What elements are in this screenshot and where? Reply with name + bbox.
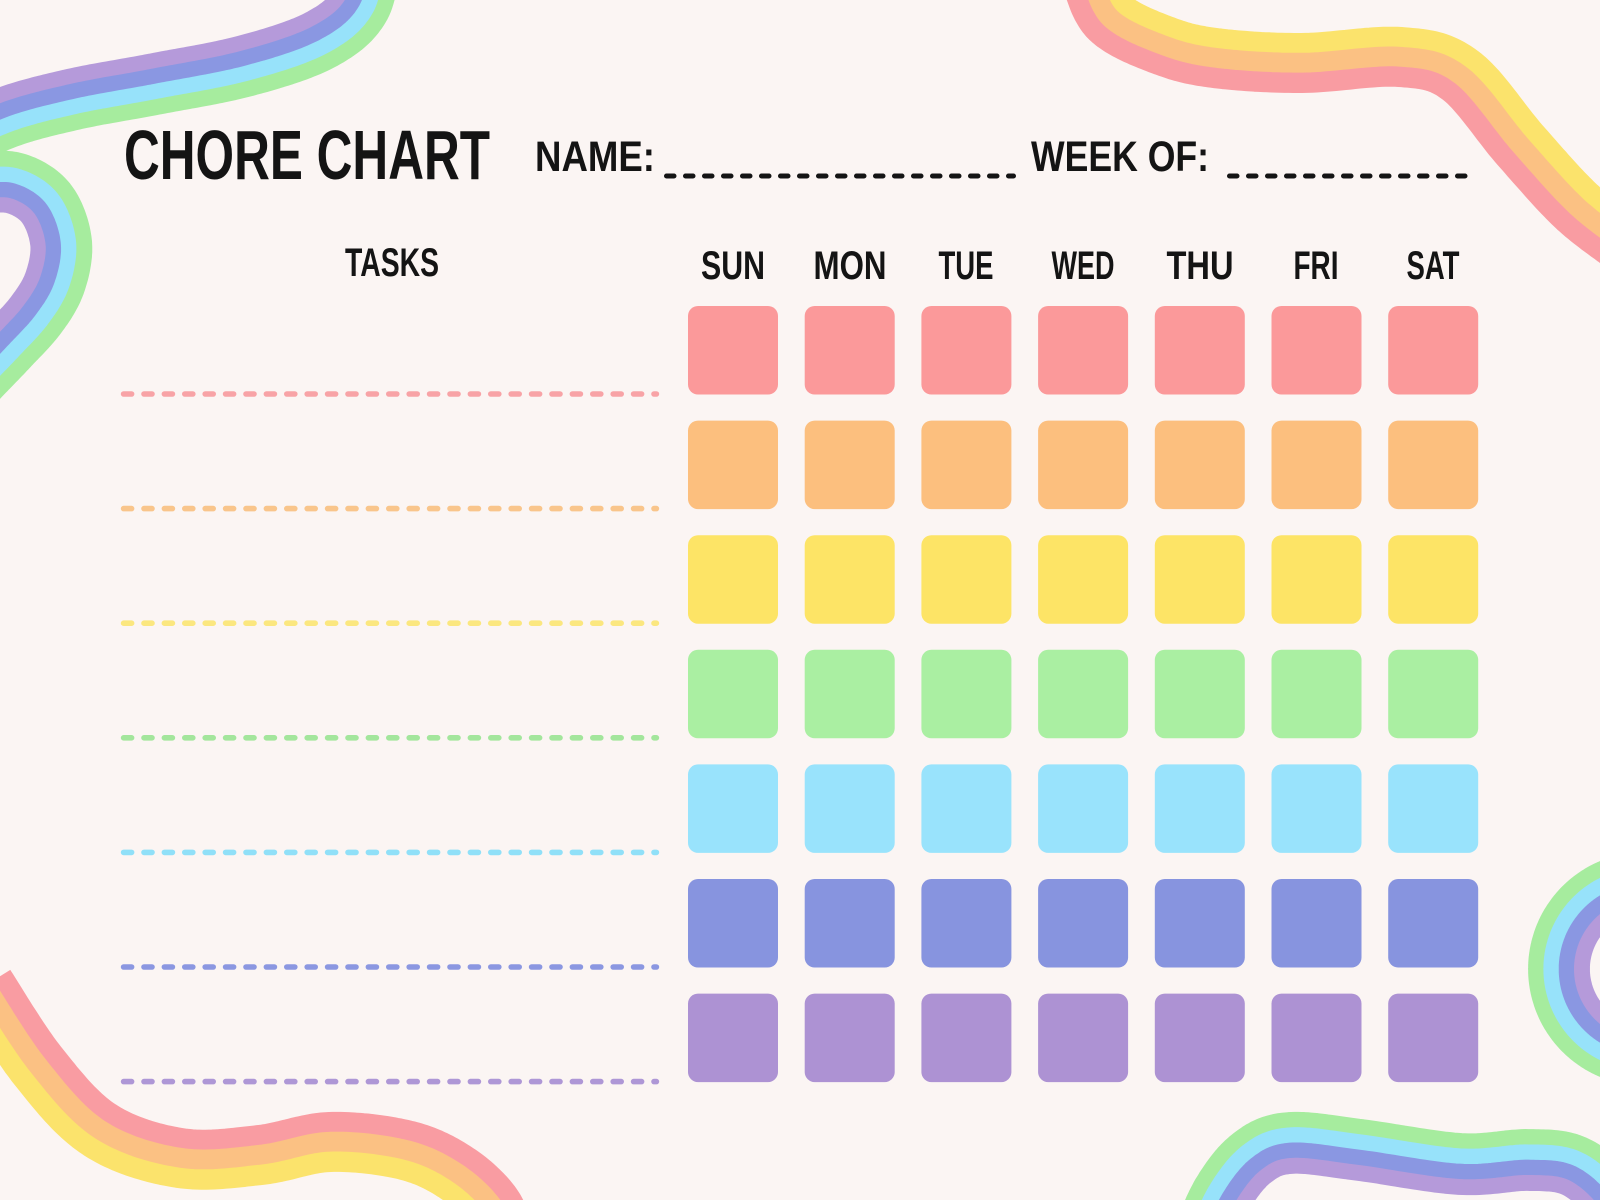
svg-text:WED: WED	[1052, 244, 1115, 288]
svg-text:SUN: SUN	[701, 244, 765, 288]
svg-text:CHORE CHART: CHORE CHART	[124, 116, 490, 194]
svg-text:SAT: SAT	[1407, 244, 1460, 288]
svg-text:FRI: FRI	[1294, 244, 1339, 288]
svg-text:THU: THU	[1167, 244, 1234, 288]
svg-text:TASKS: TASKS	[345, 241, 439, 285]
svg-text:MON: MON	[814, 244, 887, 288]
svg-text:NAME:: NAME:	[535, 133, 655, 181]
svg-text:WEEK OF:: WEEK OF:	[1031, 133, 1209, 181]
svg-text:TUE: TUE	[939, 244, 994, 288]
